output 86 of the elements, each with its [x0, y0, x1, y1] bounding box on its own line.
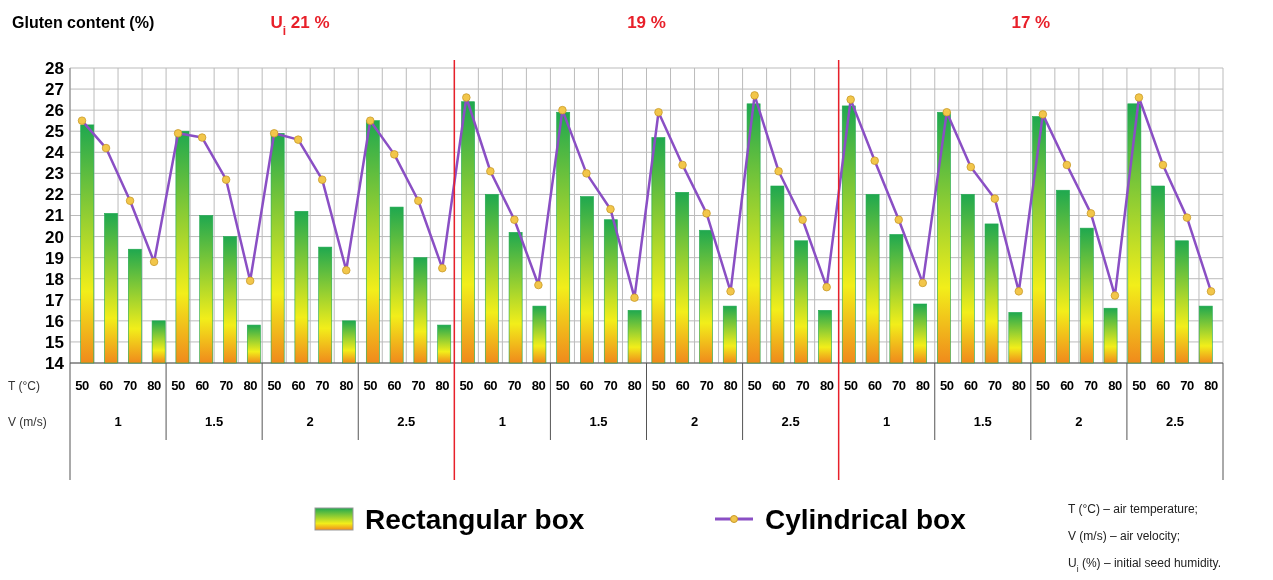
text: T (°C)	[8, 379, 40, 393]
x-tick-label: 80	[531, 378, 546, 393]
x-tick-label: 50	[75, 378, 90, 393]
y-tick-label: 20	[45, 227, 64, 247]
y-tick-label: 19	[45, 248, 64, 268]
text: V (m/s) – air velocity;	[1068, 529, 1181, 543]
y-tick-label: 17	[45, 290, 64, 310]
x-tick-label: 70	[1084, 378, 1098, 393]
y-tick-label: 15	[45, 332, 64, 352]
x-tick-label: 80	[916, 378, 930, 393]
legend-label: Rectangular box	[365, 504, 585, 535]
text: 2	[306, 414, 314, 429]
x-tick-label: 50	[555, 378, 570, 393]
x-tick-label: 50	[1132, 378, 1146, 393]
x-tick-label: 70	[795, 378, 810, 393]
y-tick-label: 23	[45, 164, 64, 184]
y-tick-label: 21	[45, 206, 64, 226]
text: 1	[498, 414, 506, 429]
x-tick-label: 50	[459, 378, 474, 393]
x-tick-label: 60	[387, 378, 402, 393]
x-tick-label: 60	[771, 378, 786, 393]
x-tick-label: 50	[171, 378, 186, 393]
y-axis-title: Gluten content (%)	[12, 14, 155, 31]
x-tick-label: 70	[603, 378, 618, 393]
x-tick-label: 80	[819, 378, 834, 393]
x-tick-label: 60	[867, 378, 882, 393]
text: 17 %	[1011, 13, 1051, 32]
x-tick-label: 70	[315, 378, 330, 393]
y-tick-label: 25	[45, 122, 64, 142]
x-tick-label: 60	[99, 378, 114, 393]
x-tick-label: 70	[891, 378, 906, 393]
x-tick-label: 80	[243, 378, 258, 393]
x-tick-label: 50	[267, 378, 282, 393]
x-tick-label: 80	[339, 378, 354, 393]
x-tick-label: 60	[579, 378, 594, 393]
text: 2.5	[397, 414, 416, 429]
x-tick-label: 70	[699, 378, 714, 393]
text: U$_{i}$ 21 %	[270, 13, 330, 38]
y-tick-label: 14	[45, 353, 65, 373]
x-tick-label: 70	[411, 378, 426, 393]
x-tick-label: 50	[1036, 378, 1050, 393]
x-tick-label: 70	[123, 378, 138, 393]
y-tick-label: 27	[45, 80, 64, 100]
x-tick-label: 70	[507, 378, 522, 393]
x-tick-label: 70	[988, 378, 1002, 393]
text: V (m/s)	[8, 415, 47, 429]
text: 1	[114, 414, 122, 429]
x-tick-label: 60	[483, 378, 498, 393]
text: 2.5	[781, 414, 800, 429]
x-tick-label: 50	[940, 378, 954, 393]
text: 2	[690, 414, 699, 429]
x-tick-label: 50	[843, 378, 858, 393]
text: 1	[883, 414, 891, 429]
x-tick-label: 50	[363, 378, 378, 393]
x-tick-label: 80	[1012, 378, 1026, 393]
x-tick-label: 80	[147, 378, 162, 393]
y-tick-label: 28	[45, 58, 64, 78]
x-tick-label: 60	[964, 378, 978, 393]
y-tick-label: 18	[45, 269, 64, 289]
x-tick-label: 60	[1156, 378, 1170, 393]
text: 2.5	[1165, 414, 1184, 429]
x-tick-label: 80	[1108, 378, 1122, 393]
y-tick-label: 22	[45, 185, 64, 205]
x-tick-label: 60	[675, 378, 690, 393]
y-tick-label: 16	[45, 311, 64, 331]
x-tick-label: 70	[1180, 378, 1194, 393]
x-tick-label: 70	[219, 378, 234, 393]
text: 19 %	[627, 13, 666, 32]
text: T (°C) – air temperature;	[1068, 502, 1198, 516]
y-tick-label: 24	[45, 143, 65, 163]
x-tick-label: 60	[195, 378, 210, 393]
y-tick-label: 26	[45, 101, 64, 121]
x-tick-label: 80	[723, 378, 738, 393]
legend-label: Cylindrical box	[765, 504, 967, 535]
x-tick-label: 80	[627, 378, 642, 393]
x-tick-label: 80	[435, 378, 450, 393]
text: 2	[1075, 414, 1083, 429]
text: U$_{i}$ (%) – initial seed humidity.	[1068, 556, 1222, 574]
x-tick-label: 60	[1060, 378, 1074, 393]
text: 1.5	[205, 414, 224, 429]
x-tick-label: 50	[747, 378, 762, 393]
x-tick-label: 80	[1204, 378, 1218, 393]
text: 1.5	[973, 414, 992, 429]
text: 1.5	[589, 414, 608, 429]
x-tick-label: 60	[291, 378, 306, 393]
x-tick-label: 50	[651, 378, 666, 393]
